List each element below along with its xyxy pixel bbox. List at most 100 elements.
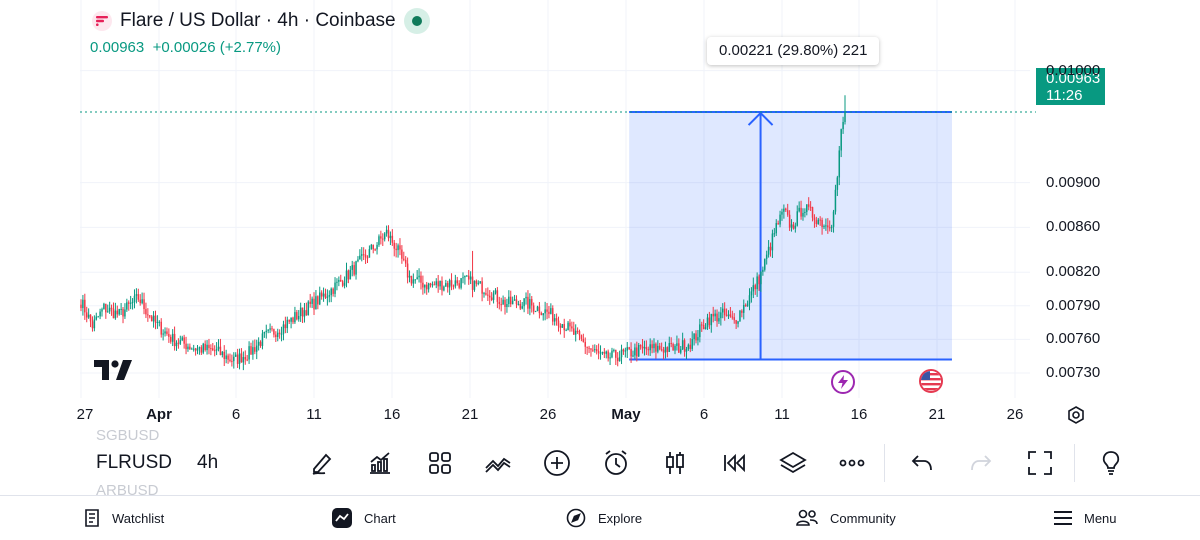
candle-body [213, 350, 216, 352]
pencil-icon[interactable] [308, 449, 336, 477]
candle-body [647, 349, 650, 351]
candle-body [179, 340, 182, 344]
interval-selector[interactable]: 4h [197, 452, 219, 473]
time-axis-label: Apr [146, 406, 172, 423]
layers-icon[interactable] [779, 449, 807, 477]
price-axis-label: 0.00820 [1046, 263, 1101, 281]
candle-body [658, 345, 661, 350]
candle-body [529, 299, 531, 309]
indicators-icon[interactable] [366, 449, 394, 477]
candle-body [681, 340, 684, 350]
candle-body [786, 210, 789, 215]
templates-grid-icon[interactable] [426, 449, 454, 477]
candle-body [546, 309, 548, 312]
candle-body [150, 316, 153, 322]
candle-body [122, 308, 124, 317]
price-tag-value: 0.00963 [1046, 70, 1101, 87]
candle-body [594, 349, 596, 351]
chart-area[interactable]: Flare / US Dollar · 4h · Coinbase 0.0096… [0, 0, 1120, 432]
axis-settings-icon[interactable] [1066, 405, 1086, 430]
candle-body [91, 321, 94, 329]
candle-body [393, 242, 395, 249]
price-axis-label: 0.00760 [1046, 330, 1101, 348]
redo-icon[interactable] [967, 449, 995, 477]
candles-icon[interactable] [661, 449, 689, 477]
candle-body [632, 355, 634, 357]
candle-body [525, 296, 527, 299]
candle-body [781, 211, 783, 215]
market-status-icon[interactable] [403, 8, 430, 34]
time-axis-label: May [611, 406, 641, 423]
candle-body [401, 249, 403, 259]
candle-body [355, 261, 357, 275]
price-axis-label: 0.00790 [1046, 296, 1101, 314]
nav-community[interactable]: Community [796, 496, 896, 540]
price-chart[interactable] [0, 0, 1120, 432]
plus-circle-icon[interactable] [543, 449, 571, 477]
candle-body [492, 293, 495, 300]
candle-body [233, 356, 235, 362]
prev-symbol[interactable]: SGBUSD [96, 427, 160, 444]
candle-body [611, 350, 613, 358]
alarm-clock-icon[interactable] [602, 449, 630, 477]
compare-icon[interactable] [484, 449, 512, 477]
nav-menu[interactable]: Menu [1054, 496, 1117, 540]
candle-body [305, 310, 308, 316]
candle-body [574, 330, 577, 335]
candle-body [341, 281, 344, 286]
candle-body [422, 282, 424, 288]
candle-body [166, 331, 168, 334]
candle-body [676, 343, 678, 346]
candle-body [269, 328, 271, 330]
candle-body [234, 354, 237, 357]
nav-explore[interactable]: Explore [566, 496, 642, 540]
candle-body [762, 269, 764, 272]
candle-body [588, 347, 590, 349]
candle-body [701, 324, 703, 326]
price-axis-label: 0.00860 [1046, 218, 1101, 236]
candle-body [158, 321, 161, 323]
candle-body [626, 347, 629, 351]
candle-body [523, 298, 525, 307]
candle-body [802, 212, 804, 217]
nav-watchlist[interactable]: Watchlist [84, 496, 164, 540]
candle-body [296, 312, 298, 320]
price-axis-label: 0.00730 [1046, 364, 1101, 381]
candle-body [307, 301, 310, 316]
candle-body [800, 207, 802, 217]
candle-body [406, 263, 409, 278]
candle-body [299, 307, 302, 317]
time-axis-label: 16 [850, 406, 868, 423]
replay-icon[interactable] [720, 449, 748, 477]
fullscreen-icon[interactable] [1026, 449, 1054, 477]
candle-body [108, 307, 111, 312]
candle-body [223, 351, 225, 359]
candle-body [660, 349, 663, 351]
candle-body [368, 249, 371, 258]
candle-body [106, 311, 109, 313]
more-icon[interactable] [838, 449, 866, 477]
undo-icon[interactable] [908, 449, 936, 477]
candle-body [248, 346, 250, 360]
candle-body [603, 352, 606, 354]
candle-body [542, 313, 544, 316]
flash-event-icon[interactable] [831, 370, 855, 394]
symbol-title-row[interactable]: Flare / US Dollar · 4h · Coinbase [92, 8, 430, 34]
us-flag-event-icon[interactable] [919, 369, 943, 393]
next-symbol[interactable]: ARBUSD [96, 482, 159, 499]
candle-body [674, 345, 676, 351]
candle-body [836, 177, 839, 190]
lightbulb-icon[interactable] [1097, 449, 1125, 477]
last-price-tag: 0.00963 11:26 [1036, 68, 1105, 105]
nav-chart[interactable]: Chart [332, 496, 396, 540]
candle-body [687, 344, 690, 350]
candle-body [110, 307, 113, 309]
price-axis-label: 0.00900 [1046, 173, 1101, 191]
candle-body [683, 340, 686, 352]
candle-body [286, 319, 289, 329]
candle-body [727, 314, 730, 316]
candle-body [794, 225, 797, 229]
candle-body [744, 304, 747, 307]
symbol-name[interactable]: FLRUSD [96, 452, 173, 473]
chart-title: Flare / US Dollar · 4h · Coinbase [120, 10, 396, 31]
